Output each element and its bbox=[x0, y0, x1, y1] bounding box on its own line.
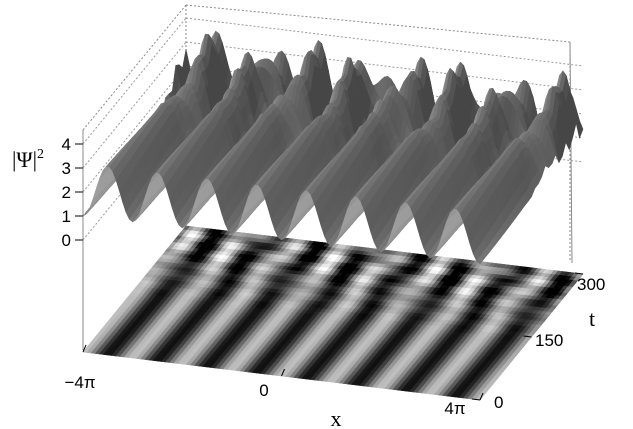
z-gridline-back-3 bbox=[185, 41, 584, 91]
z-gridline-left-2 bbox=[82, 65, 187, 193]
box-edge-top-left bbox=[82, 4, 187, 131]
surface-facet bbox=[575, 120, 584, 139]
z-gridline-left-3 bbox=[82, 41, 187, 169]
surface-mesh bbox=[82, 30, 584, 265]
density-projection bbox=[82, 225, 584, 401]
box-edge-top-back bbox=[185, 4, 571, 43]
z-gridline-left-4 bbox=[82, 17, 187, 145]
z-gridline-back-4 bbox=[185, 17, 584, 67]
axes-box bbox=[82, 4, 573, 350]
